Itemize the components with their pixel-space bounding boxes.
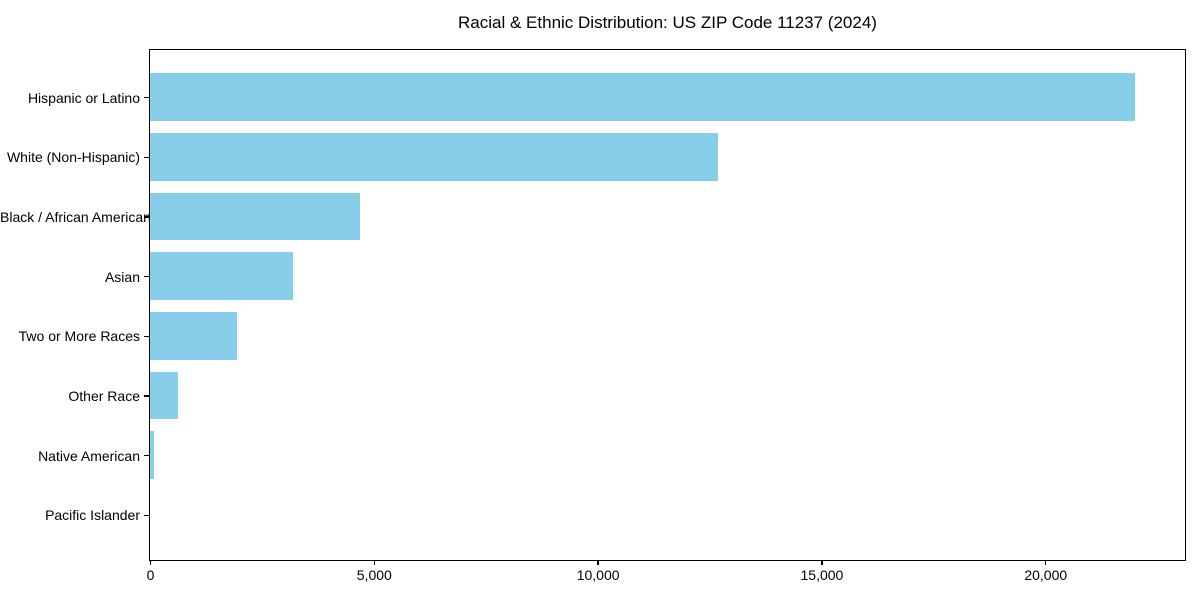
bar — [150, 431, 154, 480]
xtick-label: 5,000 — [356, 567, 392, 583]
ytick-mark — [144, 514, 149, 517]
ytick-mark — [144, 335, 149, 337]
ytick-label: Asian — [104, 268, 140, 285]
xtick-mark — [1045, 560, 1047, 565]
bar — [150, 371, 178, 420]
ytick-mark — [144, 216, 149, 218]
xtick-mark — [597, 560, 599, 565]
ytick-label: Hispanic or Latino — [27, 89, 140, 106]
ytick-label: Two or More Races — [18, 328, 140, 345]
xtick-mark — [373, 560, 375, 565]
xtick-mark — [821, 560, 823, 565]
bar — [150, 192, 361, 241]
xtick-label: 0 — [146, 567, 155, 583]
bar — [150, 311, 238, 360]
xtick-label: 20,000 — [1024, 567, 1068, 583]
ytick-label: Other Race — [68, 388, 140, 404]
bar — [150, 132, 719, 181]
ytick-mark — [144, 156, 149, 158]
ytick-label: Pacific Islander — [45, 507, 140, 524]
xtick-label: 10,000 — [576, 567, 620, 583]
ytick-label: Native American — [38, 447, 140, 464]
xtick-mark — [149, 560, 152, 565]
ytick-label: Black / African American — [0, 208, 151, 225]
ytick-mark — [144, 455, 149, 457]
ytick-mark — [144, 395, 149, 397]
ytick-mark — [144, 96, 149, 99]
ytick-mark — [144, 275, 149, 278]
ytick-label: White (Non-Hispanic) — [6, 149, 140, 166]
xtick-label: 15,000 — [800, 567, 844, 583]
bar — [150, 73, 1135, 121]
plot-area — [149, 49, 1186, 561]
chart-title: Racial & Ethnic Distribution: US ZIP Cod… — [458, 13, 877, 32]
bar — [150, 252, 294, 300]
